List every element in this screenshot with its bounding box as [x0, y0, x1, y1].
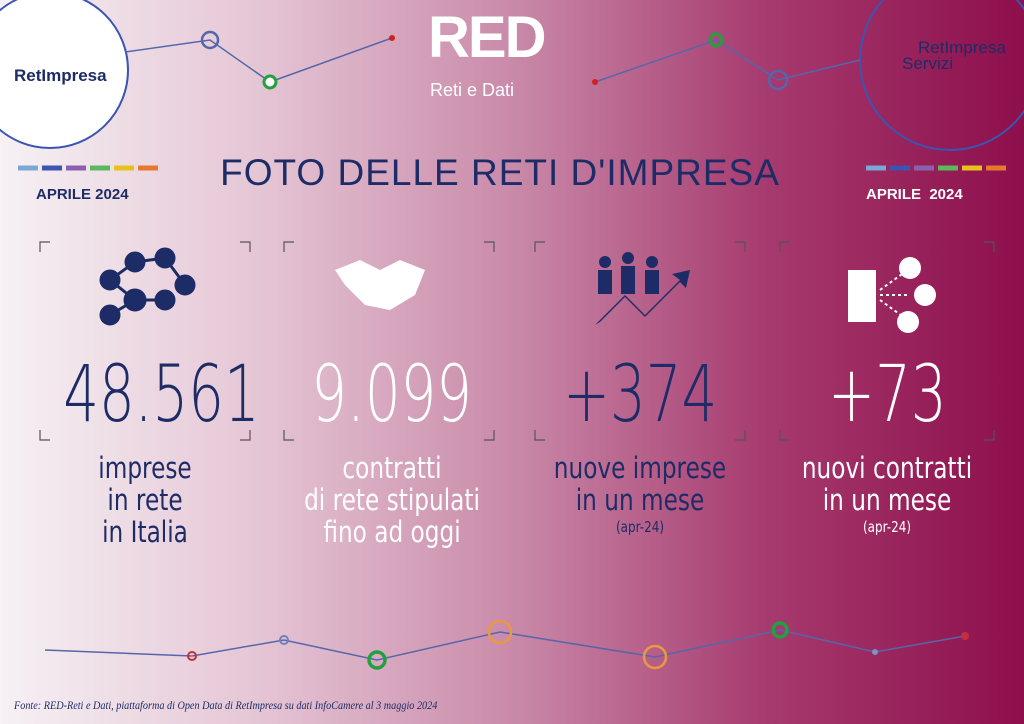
stat: +374 nuove imprese in un mese (apr-24) — [520, 350, 760, 538]
title: FOTO DELLE RETI D'IMPRESA — [220, 152, 780, 193]
stat-label-line: in rete — [107, 483, 183, 517]
stat-note: (apr-24) — [862, 518, 912, 536]
stat-label: contratti di rete stipulati fino ad oggi — [272, 452, 512, 548]
stat-label: nuovi contratti in un mese (apr-24) — [767, 452, 1007, 538]
date-left: APRILE 2024 — [36, 186, 129, 203]
stat-label: imprese in rete in Italia — [25, 452, 265, 548]
stat-value: 48.561 — [63, 350, 260, 440]
stat: 48.561 imprese in rete in Italia — [25, 350, 265, 548]
logo-center: RED — [428, 5, 546, 70]
stat-value: +374 — [562, 350, 718, 440]
stat-label: nuove imprese in un mese (apr-24) — [520, 452, 760, 538]
stat-label-line: in un mese — [822, 483, 952, 517]
stat-note: (apr-24) — [615, 518, 665, 536]
stat: +73 nuovi contratti in un mese (apr-24) — [767, 350, 1007, 538]
logo-right: RetImpresa — [918, 38, 1006, 57]
logo-left: RetImpresa — [14, 66, 107, 85]
logo-right-subtitle: Servizi — [902, 54, 954, 73]
stat-label-line: in un mese — [575, 483, 705, 517]
stat-label-line: imprese — [98, 451, 192, 485]
stat-value: 9.099 — [311, 350, 473, 440]
logo-center-subtitle: Reti e Dati — [430, 80, 515, 100]
stat-label-line: contratti — [342, 451, 442, 485]
stat-label-line: fino ad oggi — [323, 515, 461, 549]
date-right: APRILE 2024 — [866, 186, 963, 203]
stat-label-line: di rete stipulati — [304, 483, 480, 517]
stat-label-line: in Italia — [102, 515, 188, 549]
stat-label-line: nuovi contratti — [801, 451, 973, 485]
stat-label-line: nuove imprese — [553, 451, 727, 485]
stat-value: +73 — [827, 350, 947, 440]
footer: Fonte: RED-Reti e Dati, piattaforma di O… — [14, 698, 438, 712]
stat: 9.099 contratti di rete stipulati fino ad o… — [272, 350, 512, 548]
